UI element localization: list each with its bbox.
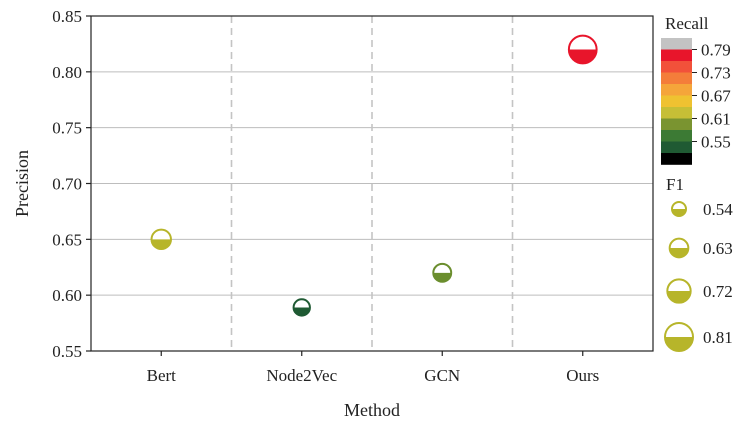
recall-legend: Recall 0.79 0.73 0.67 0.61 0.55 <box>661 14 731 165</box>
data-point-gcn <box>432 262 453 283</box>
recall-band <box>661 84 692 96</box>
f1-label-0.81: 0.81 <box>703 328 733 347</box>
x-tick-label-gcn: GCN <box>424 366 460 385</box>
recall-label-0.55: 0.55 <box>701 133 731 152</box>
recall-label-0.79: 0.79 <box>701 41 731 60</box>
y-tick-label: 0.65 <box>52 230 82 249</box>
y-tick-label: 0.75 <box>52 119 82 138</box>
plot-area: 0.55 0.60 0.65 0.70 0.75 0.80 0.85 Bert Node2Vec… <box>12 7 654 420</box>
recall-label-0.61: 0.61 <box>701 110 731 129</box>
x-tick-label-bert: Bert <box>147 366 177 385</box>
recall-band <box>661 72 692 85</box>
recall-band <box>661 141 692 154</box>
y-tick-label: 0.70 <box>52 175 82 194</box>
recall-band <box>661 95 692 108</box>
f1-legend-marker <box>666 278 692 304</box>
data-point-bert <box>150 228 172 251</box>
f1-legend: F1 0.54 0.63 0.72 0.81 <box>664 175 733 352</box>
f1-legend-title: F1 <box>666 175 684 194</box>
f1-label-0.54: 0.54 <box>703 200 733 219</box>
recall-label-0.67: 0.67 <box>701 87 731 106</box>
data-point-node2vec <box>292 298 311 317</box>
recall-label-0.73: 0.73 <box>701 64 731 83</box>
recall-band <box>661 118 692 131</box>
recall-band <box>661 38 692 50</box>
x-tick-label-node2vec: Node2Vec <box>266 366 337 385</box>
f1-label-0.63: 0.63 <box>703 239 733 258</box>
data-point-ours <box>567 34 598 65</box>
x-axis-title: Method <box>344 400 400 420</box>
recall-band <box>661 153 692 165</box>
y-axis-title: Precision <box>12 150 32 217</box>
y-tick-label: 0.85 <box>52 7 82 26</box>
recall-band <box>661 61 692 73</box>
recall-band <box>661 130 692 142</box>
x-tick-label-ours: Ours <box>566 366 599 385</box>
f1-legend-marker <box>671 201 687 217</box>
f1-label-0.72: 0.72 <box>703 282 733 301</box>
y-tick-label: 0.55 <box>52 342 82 361</box>
f1-legend-marker <box>664 322 694 352</box>
recall-legend-title: Recall <box>665 14 709 33</box>
recall-band <box>661 49 692 62</box>
recall-band <box>661 107 692 119</box>
f1-legend-marker <box>668 237 690 259</box>
y-tick-label: 0.60 <box>52 286 82 305</box>
y-tick-label: 0.80 <box>52 63 82 82</box>
